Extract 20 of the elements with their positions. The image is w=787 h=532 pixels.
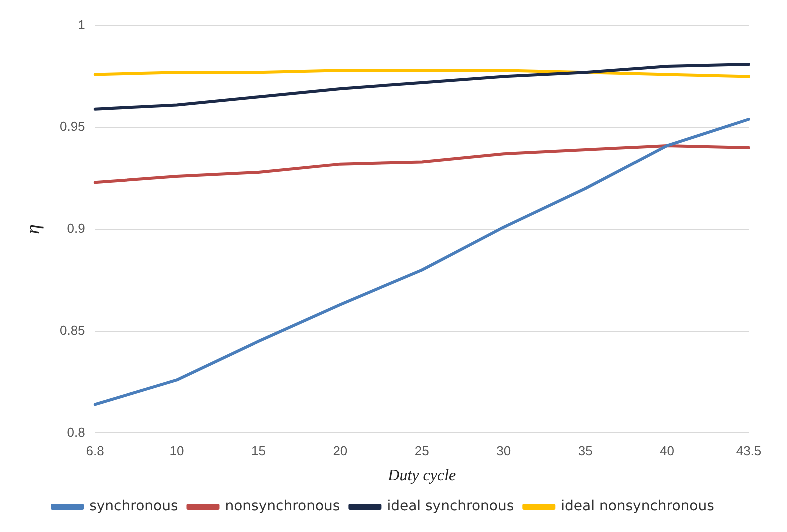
x-tick-label: 10 (170, 444, 184, 459)
x-tick-label: 15 (251, 444, 266, 459)
y-tick-label: 0.95 (60, 119, 86, 134)
y-tick-label: 0.9 (67, 221, 86, 236)
legend-label: synchronous (90, 498, 178, 515)
legend-label: ideal synchronous (387, 498, 514, 515)
legend-label: ideal nonsynchronous (561, 498, 714, 515)
x-tick-label: 6.8 (86, 444, 104, 459)
x-tick-label: 35 (578, 444, 593, 459)
y-tick-label: 1 (78, 17, 86, 32)
x-tick-label: 20 (333, 444, 348, 459)
x-tick-label: 30 (496, 444, 512, 459)
x-tick-label: 25 (414, 444, 430, 459)
x-axis-title: Duty cycle (387, 468, 456, 485)
x-tick-label: 40 (660, 444, 675, 459)
legend-label: nonsynchronous (225, 498, 340, 515)
x-tick-label: 43.5 (736, 444, 762, 459)
y-tick-label: 0.8 (67, 424, 86, 440)
y-axis-title: η (22, 224, 44, 234)
y-tick-label: 0.85 (60, 322, 86, 338)
